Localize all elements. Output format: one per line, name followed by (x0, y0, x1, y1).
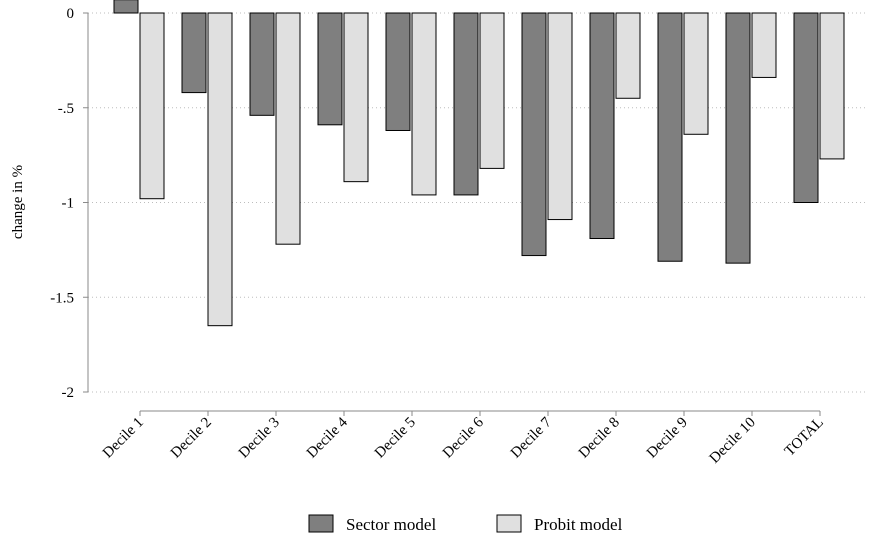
bar-probit-2 (207, 12, 233, 327)
bar-sector-3 (249, 12, 275, 116)
x-tick-label: Decile 5 (372, 415, 419, 462)
bar-probit-1 (139, 12, 165, 200)
bar-sector-6 (453, 12, 479, 196)
x-tick-label: Decile 3 (236, 415, 283, 462)
x-tick-label: Decile 2 (168, 415, 215, 462)
x-tick-label: Decile 1 (100, 415, 147, 462)
bar-probit-6 (479, 12, 505, 169)
bar-sector-2 (181, 12, 207, 94)
legend-swatch-sector (308, 514, 334, 533)
bar-sector-1 (113, 0, 139, 14)
bar-sector-10 (725, 12, 751, 264)
bar-probit-5 (411, 12, 437, 196)
y-tick-label: -.5 (58, 101, 74, 117)
bar-probit-11 (819, 12, 845, 160)
x-tick-label: Decile 6 (440, 414, 487, 461)
bars (113, 0, 845, 327)
bar-sector-7 (521, 12, 547, 257)
legend-label-probit: Probit model (534, 515, 623, 534)
bar-probit-4 (343, 12, 369, 183)
bar-probit-8 (615, 12, 641, 99)
legend: Sector model Probit model (308, 514, 623, 534)
legend-swatch-probit (496, 514, 522, 533)
x-tick-label: Decile 8 (576, 415, 623, 462)
x-tick-label: Decile 7 (508, 414, 555, 461)
y-tick-label: 0 (67, 6, 75, 22)
bar-probit-9 (683, 12, 709, 135)
x-tick-label: Decile 10 (707, 415, 759, 467)
y-tick-label: -2 (62, 385, 75, 401)
x-axis: Decile 1 Decile 2 Decile 3 Decile 4 Decile 5… (100, 410, 827, 467)
bar-probit-7 (547, 12, 573, 221)
bar-sector-4 (317, 12, 343, 126)
legend-label-sector: Sector model (346, 515, 436, 534)
bar-probit-3 (275, 12, 301, 245)
y-axis: 0 -.5 -1 -1.5 -2 (50, 6, 89, 401)
bar-sector-5 (385, 12, 411, 131)
x-tick-label: TOTAL (782, 415, 827, 460)
x-tick-label: Decile 4 (304, 414, 351, 461)
y-tick-label: -1.5 (50, 290, 74, 306)
y-tick-label: -1 (62, 196, 75, 212)
x-tick-label: Decile 9 (644, 415, 691, 462)
bar-probit-10 (751, 12, 777, 78)
bar-sector-11 (793, 12, 819, 203)
bar-sector-8 (589, 12, 615, 240)
y-axis-title: change in % (10, 165, 26, 239)
bar-sector-9 (657, 12, 683, 262)
